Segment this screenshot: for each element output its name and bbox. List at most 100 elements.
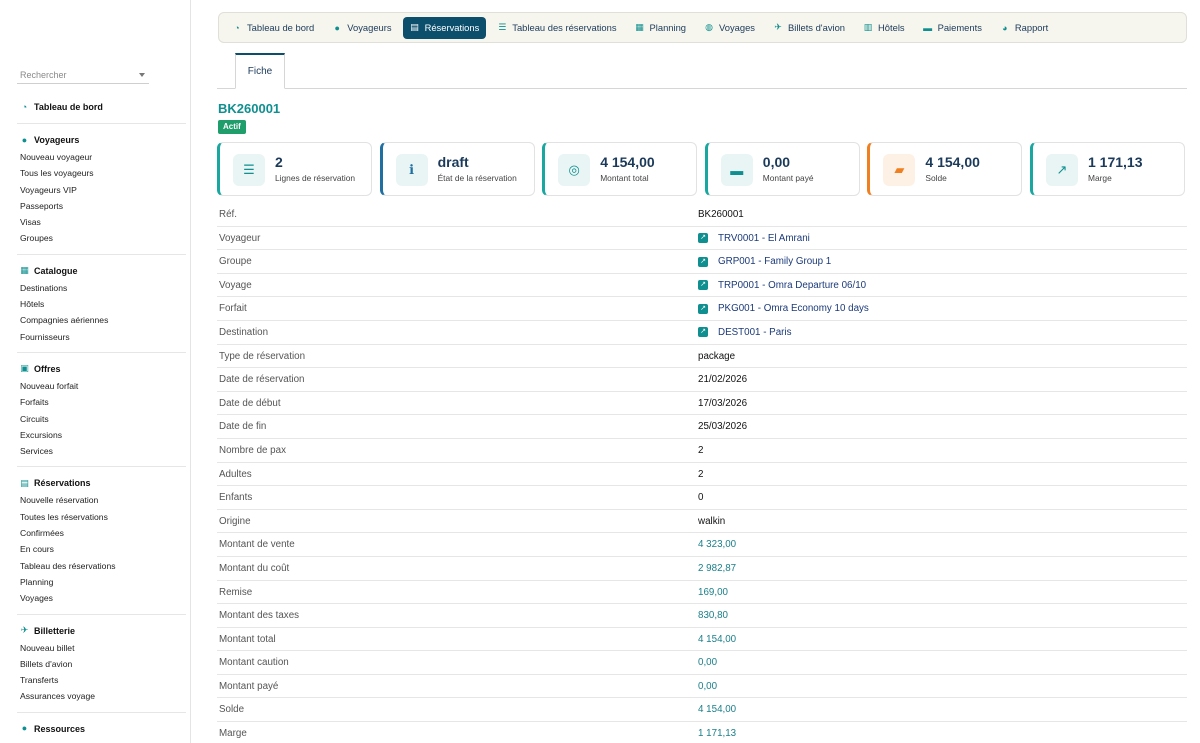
- detail-row: Montant des taxes 830,80: [217, 604, 1187, 628]
- tab-bar: Fiche: [217, 53, 1187, 89]
- detail-row: Montant caution 0,00: [217, 651, 1187, 675]
- detail-row: Date de début 17/03/2026: [217, 392, 1187, 416]
- detail-label: Date de fin: [219, 421, 267, 433]
- sidebar-item[interactable]: Nouvelle réservation: [20, 495, 99, 506]
- sidebar-item[interactable]: Nouveau forfait: [20, 380, 79, 391]
- sidebar-item[interactable]: Compagnies aériennes: [20, 315, 109, 326]
- detail-row: Marge 1 171,13: [217, 722, 1187, 743]
- detail-value-text: 1 171,13: [698, 728, 737, 740]
- kpi-value: 4 154,00: [600, 154, 655, 170]
- sidebar-item[interactable]: Services: [20, 446, 53, 457]
- detail-label: Montant du coût: [219, 562, 290, 574]
- sidebar-item[interactable]: Fournisseurs: [20, 331, 70, 342]
- detail-value[interactable]: ↗ GRP001 - Family Group 1: [698, 256, 831, 267]
- detail-row: Montant payé 0,00: [217, 675, 1187, 699]
- nav-label: Billets d'avion: [787, 22, 846, 33]
- detail-value: BK260001: [698, 209, 744, 220]
- sidebar-menu: ◔ Tableau de bord ● Voyageurs Nouveau voyage…: [0, 98, 190, 743]
- plane-icon: ✈: [774, 22, 782, 32]
- kpi-card: ▰ 4 154,00 Solde: [867, 142, 1023, 196]
- nav-voyageurs[interactable]: ● Voyageurs: [325, 17, 398, 39]
- detail-row: Montant de vente 4 323,00: [217, 533, 1187, 557]
- lock-icon: ▣: [20, 363, 29, 374]
- sidebar-section-voyageurs[interactable]: ● Voyageurs: [0, 131, 190, 149]
- sidebar-item[interactable]: Billets d'avion: [20, 658, 73, 669]
- sidebar-item[interactable]: Guides: [0, 738, 190, 743]
- trend-icon: ↗: [1046, 154, 1078, 186]
- sidebar-item[interactable]: Hôtels: [20, 299, 45, 310]
- detail-label: Type de réservation: [219, 350, 306, 362]
- sidebar-item[interactable]: Toutes les réservations: [20, 511, 108, 522]
- nav-rapport[interactable]: ◕ Rapport: [993, 17, 1055, 39]
- pie-chart-icon: ◕: [1002, 22, 1008, 33]
- chevron-down-icon[interactable]: [139, 73, 145, 77]
- detail-label: Date de début: [219, 397, 281, 409]
- tab-fiche[interactable]: Fiche: [235, 53, 285, 89]
- nav-paiements[interactable]: ▬ Paiements: [916, 17, 989, 39]
- sidebar-item[interactable]: Passeports: [20, 200, 63, 211]
- sidebar-item[interactable]: Voyages: [20, 593, 53, 604]
- money-icon: ▬: [720, 154, 753, 186]
- nav-tableau-de-bord[interactable]: ◔ Tableau de bord: [225, 17, 321, 39]
- sidebar-item[interactable]: Assurances voyage: [20, 691, 95, 702]
- sidebar-section-tableau-de-bord[interactable]: ◔ Tableau de bord: [0, 98, 190, 116]
- sidebar-item[interactable]: Circuits: [20, 413, 49, 424]
- detail-row: Réf. BK260001: [217, 203, 1187, 227]
- nav-r-servations[interactable]: ▤ Réservations: [402, 16, 487, 39]
- sidebar-item[interactable]: Destinations: [20, 282, 68, 293]
- record-reference-title: BK260001: [218, 101, 281, 116]
- external-link-icon[interactable]: ↗: [698, 327, 708, 338]
- search-select[interactable]: Rechercher: [17, 66, 149, 84]
- nav-label: Voyages: [719, 22, 755, 33]
- sidebar-item[interactable]: Voyageurs VIP: [20, 184, 77, 195]
- detail-value-text[interactable]: TRV0001 - El Amrani: [718, 232, 810, 244]
- detail-value-text[interactable]: PKG001 - Omra Economy 10 days: [718, 303, 869, 315]
- sidebar-section-catalogue[interactable]: ▦ Catalogue: [0, 262, 190, 280]
- external-link-icon[interactable]: ↗: [698, 233, 708, 244]
- detail-row: Voyageur ↗ TRV0001 - El Amrani: [217, 227, 1187, 251]
- detail-value-text[interactable]: TRP0001 - Omra Departure 06/10: [718, 279, 867, 291]
- sidebar-item[interactable]: Nouveau billet: [20, 642, 75, 653]
- detail-value: 0,00: [698, 657, 717, 668]
- detail-value-text: 4 154,00: [698, 633, 737, 645]
- detail-value-text[interactable]: GRP001 - Family Group 1: [718, 256, 832, 268]
- sidebar-section-ressources[interactable]: ● Ressources: [0, 720, 190, 738]
- sidebar-item[interactable]: Nouveau voyageur: [20, 152, 93, 162]
- sidebar-item[interactable]: Groupes: [20, 233, 53, 244]
- sidebar-item[interactable]: Excursions: [20, 429, 63, 440]
- sidebar-divider: [17, 613, 186, 615]
- nav-voyages[interactable]: ◍ Voyages: [697, 17, 762, 39]
- sidebar-item[interactable]: Forfaits: [20, 397, 49, 408]
- detail-value-text[interactable]: DEST001 - Paris: [718, 326, 792, 338]
- sidebar-section-billetterie[interactable]: ✈ Billetterie: [0, 622, 190, 640]
- nav-label: Hôtels: [878, 22, 905, 33]
- nav-planning[interactable]: ▦ Planning: [628, 17, 694, 39]
- detail-value[interactable]: ↗ TRP0001 - Omra Departure 06/10: [698, 280, 866, 291]
- sidebar-section-r-servations[interactable]: ▤ Réservations: [0, 474, 190, 492]
- external-link-icon[interactable]: ↗: [698, 256, 708, 267]
- sidebar-divider: [17, 711, 186, 713]
- sidebar-item[interactable]: Tableau des réservations: [20, 560, 116, 571]
- external-link-icon[interactable]: ↗: [698, 303, 708, 314]
- plane-icon: ✈: [20, 625, 29, 636]
- detail-value[interactable]: ↗ PKG001 - Omra Economy 10 days: [698, 303, 869, 314]
- sidebar-item[interactable]: En cours: [20, 544, 54, 555]
- sidebar-item[interactable]: Confirmées: [20, 528, 64, 539]
- external-link-icon[interactable]: ↗: [698, 280, 708, 291]
- detail-value[interactable]: ↗ DEST001 - Paris: [698, 327, 792, 338]
- detail-value-text: package: [698, 350, 736, 362]
- detail-value: 4 154,00: [698, 704, 736, 715]
- nav-h-tels[interactable]: ▥ Hôtels: [856, 17, 912, 39]
- sidebar-item[interactable]: Transferts: [20, 675, 59, 686]
- sidebar-item[interactable]: Tous les voyageurs: [20, 168, 94, 179]
- sidebar-section-offres[interactable]: ▣ Offres: [0, 360, 190, 378]
- detail-row: Origine walkin: [217, 510, 1187, 534]
- detail-value[interactable]: ↗ TRV0001 - El Amrani: [698, 233, 810, 244]
- nav-billets-d-avion[interactable]: ✈ Billets d'avion: [766, 17, 852, 39]
- sidebar-item[interactable]: Planning: [20, 576, 54, 587]
- sidebar-section-label: Tableau de bord: [34, 102, 103, 112]
- nav-tableau-des-r-servations[interactable]: ☰ Tableau des réservations: [490, 17, 623, 39]
- sidebar-item[interactable]: Visas: [20, 217, 41, 228]
- detail-value: 4 323,00: [698, 539, 736, 550]
